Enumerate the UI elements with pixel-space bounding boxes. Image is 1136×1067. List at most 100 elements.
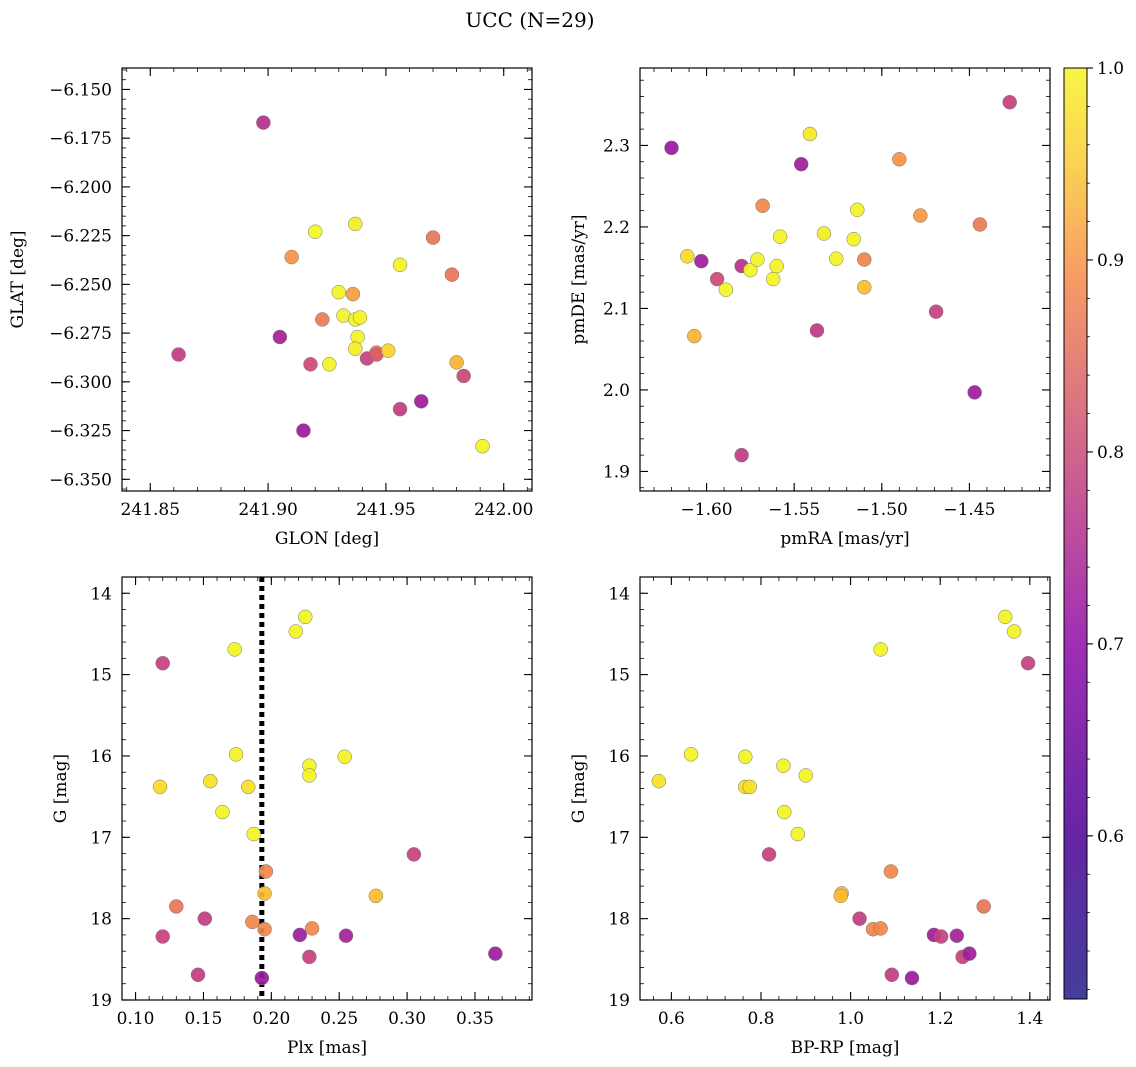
x-axis-label: BP-RP [mag] — [791, 1038, 900, 1058]
data-point — [296, 423, 311, 438]
x-tick-label: 0.15 — [185, 1009, 223, 1029]
data-point — [241, 779, 256, 795]
data-point — [246, 826, 261, 842]
data-point — [734, 447, 749, 463]
data-point — [171, 347, 186, 362]
data-point — [338, 928, 354, 943]
plot-frame — [121, 576, 533, 1001]
data-point — [852, 911, 867, 926]
data-point — [337, 749, 352, 765]
data-point — [202, 773, 218, 789]
data-point — [348, 341, 363, 356]
data-point — [190, 967, 206, 983]
data-point — [809, 323, 825, 338]
panel-plx-g: 0.10 0.15 0.20 0.25 0.30 0.35 14 15 16 17 18 19 Plx … — [51, 576, 533, 1058]
data-point — [254, 970, 270, 986]
data-point — [680, 249, 695, 264]
y-axis-label: G [mag] — [569, 754, 589, 823]
data-point — [793, 156, 809, 172]
data-point — [345, 286, 361, 302]
y-tick-label: 15 — [90, 666, 112, 686]
scatter-points — [152, 609, 503, 986]
data-point — [169, 899, 184, 914]
data-point — [292, 927, 308, 943]
y-tick-label: 14 — [90, 584, 112, 604]
x-tick-label: 0.20 — [252, 1009, 290, 1029]
data-point — [913, 208, 928, 223]
data-point — [967, 385, 982, 400]
x-tick-label: 241.85 — [121, 500, 180, 520]
data-point — [256, 115, 271, 130]
data-point — [381, 343, 396, 358]
data-point — [257, 921, 272, 937]
y-tick-label: 16 — [90, 747, 112, 767]
x-tick-label: 241.90 — [238, 500, 297, 520]
data-point — [772, 229, 788, 244]
data-point — [802, 126, 818, 142]
data-point — [307, 224, 323, 239]
data-point — [776, 758, 791, 773]
data-point — [1002, 94, 1017, 110]
y-tick-label: −6.350 — [49, 470, 112, 490]
x-tick-label: 0.6 — [658, 1009, 685, 1029]
data-point — [288, 624, 304, 639]
scatter-points — [664, 94, 1017, 463]
data-point — [302, 768, 317, 783]
panel-bprp-g: 0.6 0.8 1.0 1.2 1.4 14 15 16 17 18 19 BP-RP [mag] G … — [569, 576, 1051, 1058]
y-tick-label: −6.325 — [49, 422, 112, 442]
data-point — [298, 609, 313, 625]
data-point — [833, 888, 848, 904]
data-point — [303, 357, 318, 372]
data-point — [449, 355, 464, 370]
data-point — [828, 251, 844, 266]
x-tick-label: 242.00 — [474, 500, 533, 520]
data-point — [933, 929, 949, 944]
data-point — [228, 747, 244, 762]
colorbar-ticks: 0.6 0.7 0.8 0.9 1.0 — [1087, 59, 1124, 990]
data-point — [765, 271, 781, 287]
data-point — [873, 921, 888, 936]
data-point — [651, 773, 667, 789]
y-tick-label: 17 — [90, 828, 112, 848]
data-point — [798, 768, 814, 783]
data-point — [850, 202, 865, 218]
data-point — [962, 946, 977, 961]
plot-frame — [639, 576, 1051, 1001]
data-point — [257, 886, 272, 901]
y-tick-label: −6.150 — [49, 80, 112, 100]
y-tick-label: 19 — [608, 991, 630, 1011]
colorbar: 0.6 0.7 0.8 0.9 1.0 — [1063, 59, 1124, 1000]
data-point — [718, 282, 734, 297]
data-point — [315, 312, 330, 327]
data-point — [777, 804, 792, 820]
x-tick-label: −1.60 — [681, 500, 733, 520]
data-point — [769, 258, 784, 274]
colorbar-tick-label: 0.7 — [1097, 635, 1124, 655]
data-point — [215, 804, 230, 820]
data-point — [456, 368, 471, 384]
data-point — [761, 847, 777, 862]
data-point — [425, 230, 441, 245]
y-tick-label: −6.200 — [49, 178, 112, 198]
data-point — [738, 749, 753, 765]
data-point — [743, 262, 758, 278]
data-point — [155, 655, 170, 671]
y-tick-label: 15 — [608, 666, 630, 686]
data-point — [155, 929, 170, 944]
y-tick-label: 14 — [608, 584, 630, 604]
data-point — [687, 328, 702, 344]
colorbar-tick-label: 1.0 — [1097, 59, 1124, 79]
y-tick-label: 2.2 — [603, 218, 630, 238]
data-point — [857, 252, 872, 267]
data-point — [883, 864, 899, 879]
y-tick-label: 2.0 — [603, 381, 630, 401]
data-point — [972, 217, 988, 232]
data-point — [368, 888, 384, 904]
scatter-points — [651, 609, 1036, 986]
y-tick-label: −6.275 — [49, 324, 112, 344]
data-point — [227, 642, 242, 657]
y-tick-label: 18 — [90, 910, 112, 930]
figure-title: UCC (N=29) — [465, 8, 594, 32]
data-point — [475, 438, 490, 454]
data-point — [392, 401, 408, 417]
